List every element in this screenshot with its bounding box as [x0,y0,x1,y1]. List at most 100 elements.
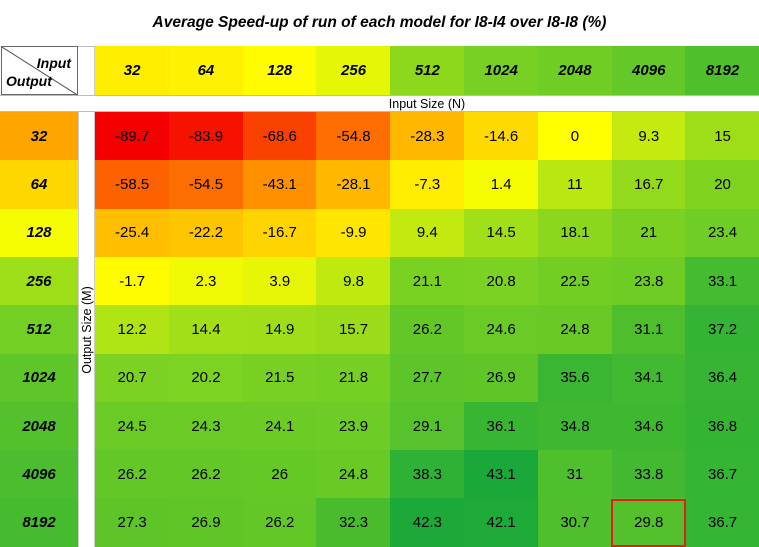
column-header-128: 128 [242,46,317,95]
cell-64-256: -28.1 [316,160,391,210]
cell-1024-1024: 26.9 [464,353,539,403]
cell-1024-128: 21.5 [242,353,317,403]
column-header-2048: 2048 [537,46,613,95]
cell-512-256: 15.7 [316,305,391,354]
cell-2048-8192: 36.8 [685,401,759,451]
cell-4096-4096: 33.8 [611,450,686,499]
cell-512-1024: 24.6 [464,305,539,354]
cell-128-512: 9.4 [390,208,465,258]
cell-32-1024: -14.6 [464,112,539,161]
cell-8192-2048: 30.7 [537,498,613,547]
column-header-8192: 8192 [685,46,759,95]
cell-1024-4096: 34.1 [611,353,686,403]
cell-4096-1024: 43.1 [464,450,539,499]
row-header-256: 256 [0,256,78,306]
cell-8192-256: 32.3 [316,498,391,547]
cell-256-64: 2.3 [168,256,244,306]
cell-8192-64: 26.9 [168,498,244,547]
cell-256-32: -1.7 [95,256,170,306]
column-header-1024: 1024 [464,46,539,95]
cell-64-8192: 20 [685,160,759,210]
cell-32-4096: 9.3 [611,112,686,161]
row-header-8192: 8192 [0,498,78,547]
cell-64-512: -7.3 [390,160,465,210]
cell-128-64: -22.2 [168,208,244,258]
cell-8192-128: 26.2 [242,498,317,547]
cell-2048-512: 29.1 [390,401,465,451]
cell-8192-8192: 36.7 [685,498,759,547]
row-header-32: 32 [0,112,78,161]
cell-64-2048: 11 [537,160,613,210]
cell-512-512: 26.2 [390,305,465,354]
cell-512-8192: 37.2 [685,305,759,354]
cell-256-4096: 23.8 [611,256,686,306]
cell-256-2048: 22.5 [537,256,613,306]
cell-128-2048: 18.1 [537,208,613,258]
cell-64-4096: 16.7 [611,160,686,210]
cell-128-128: -16.7 [242,208,317,258]
cell-8192-1024: 42.1 [464,498,539,547]
cell-32-32: -89.7 [95,112,170,161]
cell-4096-512: 38.3 [390,450,465,499]
cell-256-1024: 20.8 [464,256,539,306]
corner-diagonal [2,47,79,96]
cell-128-256: -9.9 [316,208,391,258]
cell-2048-64: 24.3 [168,401,244,451]
column-header-256: 256 [316,46,391,95]
y-axis-strip [78,112,95,547]
cell-32-2048: 0 [537,112,613,161]
cell-4096-2048: 31 [537,450,613,499]
cell-2048-2048: 34.8 [537,401,613,451]
cell-512-128: 14.9 [242,305,317,354]
cell-32-64: -83.9 [168,112,244,161]
y-axis-label: Output Size (M) [80,286,94,374]
cell-64-64: -54.5 [168,160,244,210]
cell-2048-4096: 34.6 [611,401,686,451]
cell-128-4096: 21 [611,208,686,258]
cell-64-1024: 1.4 [464,160,539,210]
cell-64-128: -43.1 [242,160,317,210]
cell-128-1024: 14.5 [464,208,539,258]
corner-output-label: Output [6,73,52,89]
cell-32-128: -68.6 [242,112,317,161]
cell-256-512: 21.1 [390,256,465,306]
x-axis-label: Input Size (N) [95,95,759,112]
column-header-512: 512 [390,46,465,95]
row-header-512: 512 [0,305,78,354]
cell-2048-256: 23.9 [316,401,391,451]
cell-512-64: 14.4 [168,305,244,354]
cell-32-256: -54.8 [316,112,391,161]
cell-4096-32: 26.2 [95,450,170,499]
header-gap [78,46,95,95]
cell-4096-256: 24.8 [316,450,391,499]
cell-256-256: 9.8 [316,256,391,306]
cell-64-32: -58.5 [95,160,170,210]
cell-4096-128: 26 [242,450,317,499]
cell-32-512: -28.3 [390,112,465,161]
row-header-128: 128 [0,208,78,258]
cell-4096-64: 26.2 [168,450,244,499]
row-header-2048: 2048 [0,401,78,451]
cell-1024-32: 20.7 [95,353,170,403]
row-header-64: 64 [0,160,78,210]
cell-8192-4096: 29.8 [611,498,686,547]
column-header-64: 64 [168,46,244,95]
x-axis-label-spacer [0,95,95,112]
column-header-4096: 4096 [611,46,686,95]
cell-1024-2048: 35.6 [537,353,613,403]
cell-2048-32: 24.5 [95,401,170,451]
cell-2048-128: 24.1 [242,401,317,451]
cell-1024-512: 27.7 [390,353,465,403]
corner-header: Input Output [1,46,79,96]
cell-8192-32: 27.3 [95,498,170,547]
cell-512-4096: 31.1 [611,305,686,354]
cell-128-8192: 23.4 [685,208,759,258]
cell-1024-8192: 36.4 [685,353,759,403]
cell-256-8192: 33.1 [685,256,759,306]
row-header-4096: 4096 [0,450,78,499]
cell-4096-8192: 36.7 [685,450,759,499]
cell-128-32: -25.4 [95,208,170,258]
cell-32-8192: 15 [685,112,759,161]
row-header-1024: 1024 [0,353,78,403]
cell-8192-512: 42.3 [390,498,465,547]
